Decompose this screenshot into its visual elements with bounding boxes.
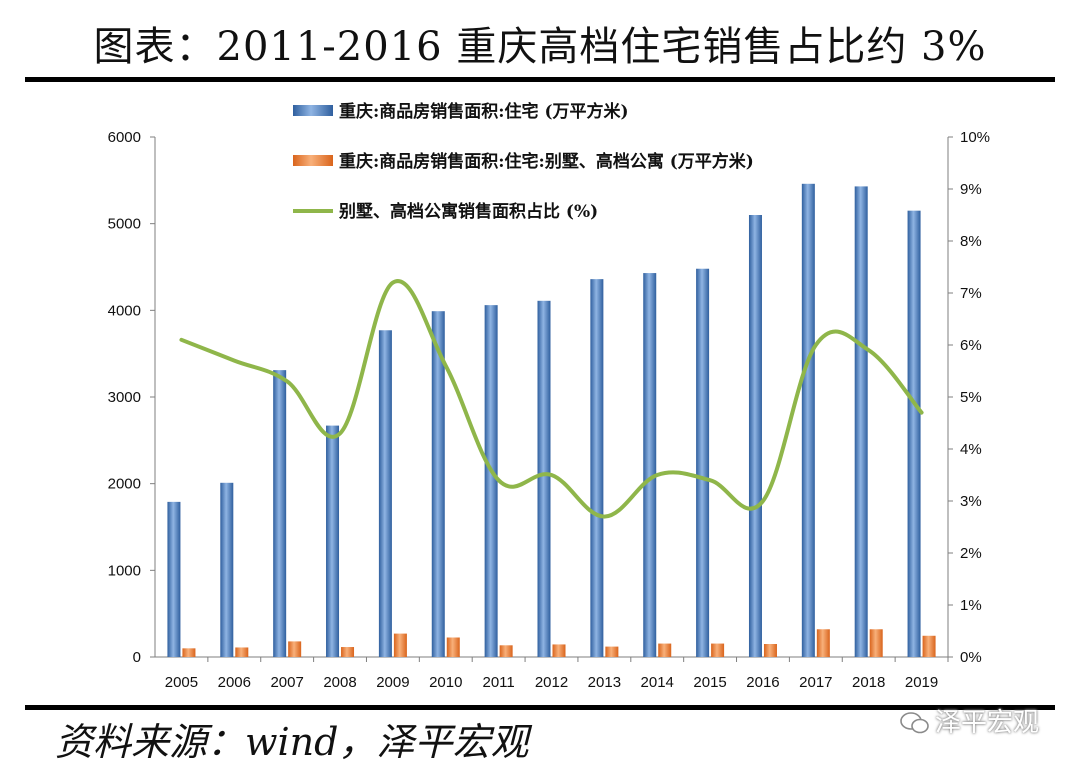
chart: 0 1000 2000 3000 4000 5000 6000 0% 1% 2% 3% 4% 5% 6% 7… (108, 101, 990, 691)
x-tick-label: 2005 (165, 674, 198, 691)
bar-high-end (393, 633, 407, 657)
bar-high-end (288, 641, 302, 657)
chart-bars (167, 183, 936, 658)
x-tick-label: 2017 (799, 674, 832, 691)
bar-total-residential (590, 279, 604, 657)
bar-total-residential (643, 273, 657, 657)
chart-legend: 重庆:商品房销售面积:住宅 (万平方米) 重庆:商品房销售面积:住宅:别墅、高档公… (293, 101, 754, 222)
bar-high-end (182, 648, 196, 657)
y-left-tick-label: 3000 (108, 389, 141, 406)
bar-total-residential (748, 215, 762, 657)
legend-high-end-swatch (293, 155, 333, 166)
bar-high-end (605, 646, 619, 657)
x-tick-label: 2013 (588, 674, 621, 691)
y-right-tick-label: 1% (960, 597, 982, 614)
x-tick-label: 2008 (323, 674, 356, 691)
bar-high-end (341, 647, 355, 657)
y-right-tick-label: 5% (960, 389, 982, 406)
bar-total-residential (378, 330, 392, 657)
x-tick-label: 2019 (905, 674, 938, 691)
y-right-tick-label: 7% (960, 285, 982, 302)
legend-high-end-share-label: 别墅、高档公寓销售面积占比 (%) (338, 201, 598, 222)
y-right-tick-label: 6% (960, 337, 982, 354)
legend-total-residential-swatch (293, 105, 333, 116)
line-high-end-share (179, 279, 924, 519)
bar-high-end (711, 643, 725, 657)
legend-total-residential-label: 重庆:商品房销售面积:住宅 (万平方米) (339, 101, 629, 122)
bar-total-residential (696, 268, 710, 657)
x-tick-label: 2011 (483, 674, 515, 691)
bar-total-residential (537, 300, 551, 657)
bar-high-end (922, 635, 936, 657)
bar-high-end (552, 644, 566, 657)
source-note: 资料来源：wind，泽平宏观 (55, 720, 529, 764)
bar-total-residential (167, 501, 181, 657)
x-tick-label: 2015 (693, 674, 726, 691)
y-left-tick-label: 5000 (108, 216, 141, 233)
title-rule (25, 77, 1055, 82)
y-right-tick-label: 0% (960, 649, 982, 666)
y-right-tick-label: 8% (960, 233, 982, 250)
x-tick-label: 2012 (535, 674, 568, 691)
x-tick-label: 2014 (641, 674, 674, 691)
bar-high-end (446, 637, 460, 657)
bar-high-end (658, 643, 672, 657)
x-tick-label: 2010 (429, 674, 462, 691)
bar-total-residential (484, 305, 498, 657)
y-left-tick-label: 6000 (108, 129, 141, 146)
legend-high-end-label: 重庆:商品房销售面积:住宅:别墅、高档公寓 (万平方米) (339, 151, 754, 172)
y-right-tick-label: 2% (960, 545, 982, 562)
bar-total-residential (801, 183, 815, 658)
y-left-tick-label: 4000 (108, 302, 141, 319)
bar-high-end (869, 629, 883, 657)
bar-high-end (763, 644, 777, 657)
x-tick-label: 2007 (270, 674, 303, 691)
watermark: 泽平宏观 (935, 708, 1040, 738)
bar-total-residential (273, 370, 287, 657)
x-tick-label: 2018 (852, 674, 885, 691)
y-left-tick-label: 1000 (108, 562, 141, 579)
bar-total-residential (907, 210, 921, 657)
chart-line (179, 279, 924, 519)
bar-total-residential (326, 425, 340, 657)
bar-total-residential (431, 311, 445, 657)
x-tick-label: 2009 (376, 674, 409, 691)
bar-high-end (235, 647, 249, 657)
x-tick-label: 2016 (746, 674, 779, 691)
y-left-tick-label: 2000 (108, 476, 141, 493)
bar-high-end (816, 629, 830, 657)
y-right-tick-label: 4% (960, 441, 982, 458)
wechat-icon (900, 712, 929, 734)
x-tick-label: 2006 (218, 674, 251, 691)
y-right-tick-label: 10% (960, 129, 990, 146)
bar-total-residential (220, 482, 234, 657)
y-right-tick-label: 3% (960, 493, 982, 510)
y-left-tick-label: 0 (133, 649, 141, 666)
footer-rule (25, 705, 1055, 710)
chart-axes: 0 1000 2000 3000 4000 5000 6000 0% 1% 2% 3% 4% 5% 6% 7… (108, 129, 990, 691)
bar-total-residential (854, 186, 868, 657)
page-title: 图表：2011-2016 重庆高档住宅销售占比约 3% (93, 24, 987, 70)
y-right-tick-label: 9% (960, 181, 982, 198)
bar-high-end (499, 645, 513, 657)
